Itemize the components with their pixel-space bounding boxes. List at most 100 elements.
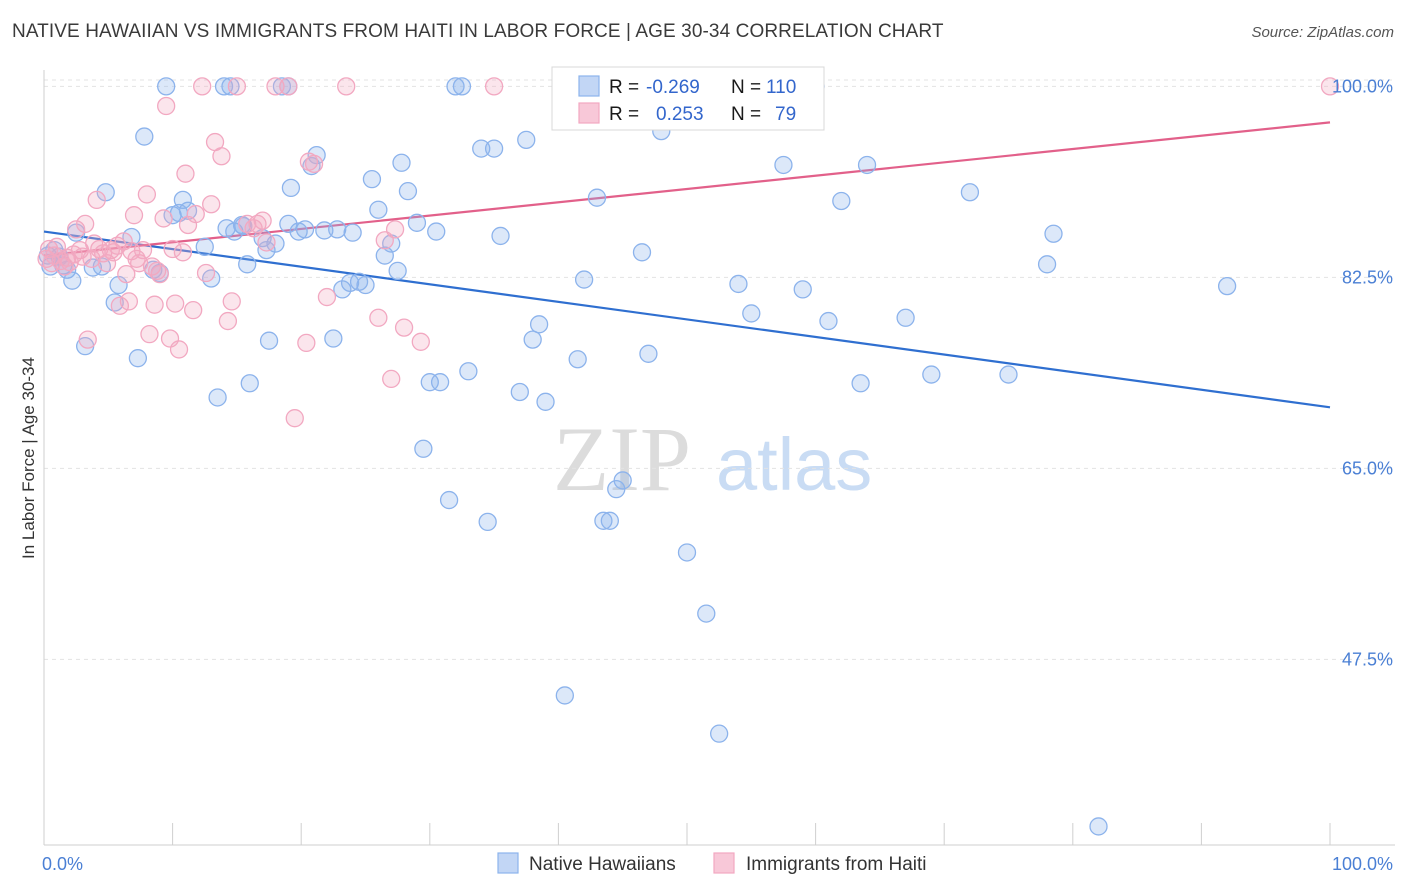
point-series-0-110 — [439, 490, 459, 510]
point-series-0-60 — [392, 153, 411, 172]
point-series-0-36 — [257, 240, 276, 260]
x-tick-labels: 0.0% 100.0% — [42, 854, 1393, 874]
point-series-0-68 — [452, 77, 472, 96]
point-series-1-52 — [202, 195, 221, 214]
point-series-1-36 — [145, 295, 164, 314]
point-series-1-26 — [117, 264, 136, 284]
legend-r-value-2: 0.253 — [656, 104, 704, 125]
point-series-1-69 — [317, 287, 337, 307]
point-series-0-81 — [587, 188, 607, 207]
trend-line-series-1 — [43, 121, 1331, 257]
point-series-1-71 — [369, 308, 388, 327]
point-series-1-38 — [150, 264, 169, 284]
point-series-1-68 — [304, 154, 324, 174]
point-series-0-12 — [105, 293, 124, 312]
point-series-1-77 — [484, 77, 504, 96]
legend-n-label-1: N = — [731, 77, 761, 98]
point-series-0-102 — [896, 308, 915, 327]
y-tick-label-2: 82.5% — [1342, 267, 1393, 287]
point-series-0-27 — [214, 77, 234, 96]
point-series-1-34 — [140, 325, 159, 344]
point-series-0-96 — [793, 280, 812, 299]
point-series-1-44 — [169, 340, 189, 359]
watermark-atlas: atlas — [716, 423, 872, 506]
point-series-0-103 — [922, 365, 941, 384]
point-series-0-86 — [632, 243, 652, 262]
point-series-0-76 — [523, 330, 542, 349]
point-series-0-55 — [362, 170, 382, 189]
data-points — [37, 77, 1340, 836]
source-credit: Source: ZipAtlas.com — [1251, 24, 1394, 41]
bottom-legend-label-native-hawaiians: Native Hawaiians — [529, 854, 676, 875]
legend-r-value-1: -0.269 — [646, 77, 700, 98]
y-tick-label-1: 65.0% — [1342, 458, 1393, 478]
point-series-0-56 — [369, 200, 388, 219]
point-series-0-85 — [613, 471, 632, 490]
point-series-0-90 — [677, 543, 697, 562]
point-series-1-60 — [248, 214, 267, 234]
point-series-0-42 — [281, 178, 301, 198]
bottom-legend-swatch-immigrants-haiti — [713, 852, 735, 874]
point-series-0-92 — [710, 724, 729, 743]
point-series-0-109 — [1217, 276, 1237, 296]
point-series-1-57 — [227, 77, 247, 96]
point-series-1-48 — [184, 300, 203, 320]
legend-swatch-native-hawaiians — [578, 75, 600, 97]
point-series-1-65 — [285, 409, 304, 428]
point-series-1-40 — [157, 96, 176, 116]
point-series-0-104 — [960, 183, 980, 202]
y-tick-label-3: 100.0% — [1332, 76, 1393, 96]
chart-title: NATIVE HAWAIIAN VS IMMIGRANTS FROM HAITI… — [12, 21, 944, 42]
point-series-0-65 — [427, 222, 446, 241]
point-series-0-49 — [328, 220, 347, 239]
axes — [43, 70, 1395, 846]
point-series-0-99 — [832, 191, 851, 211]
point-series-1-64 — [279, 77, 298, 96]
point-series-0-108 — [1089, 817, 1108, 836]
legend-n-value-2: 79 — [775, 104, 796, 125]
point-series-1-13 — [76, 214, 95, 234]
point-series-1-33 — [137, 185, 157, 204]
y-axis-label: In Labor Force | Age 30-34 — [19, 357, 38, 559]
bottom-legend-swatch-native-hawaiians — [497, 852, 519, 874]
legend-swatch-immigrants-haiti — [578, 102, 600, 124]
point-series-0-74 — [510, 382, 529, 402]
point-series-1-78 — [1320, 77, 1340, 96]
point-series-1-25 — [114, 232, 133, 251]
point-series-0-93 — [729, 274, 748, 294]
point-series-0-77 — [529, 315, 549, 334]
gridlines — [44, 79, 1395, 660]
point-series-0-95 — [774, 155, 793, 175]
point-series-1-75 — [394, 318, 414, 337]
point-series-0-34 — [240, 374, 259, 393]
point-series-0-82 — [594, 511, 613, 530]
top-legend: R = -0.269 N = 110 R = 0.253 N = 79 — [551, 66, 825, 131]
point-series-0-75 — [517, 130, 536, 150]
point-series-1-55 — [218, 311, 238, 331]
point-series-0-63 — [414, 439, 433, 458]
point-series-0-6 — [63, 271, 82, 290]
legend-n-value-1: 110 — [766, 77, 796, 98]
point-series-1-43 — [166, 294, 185, 313]
point-series-0-33 — [238, 255, 257, 274]
point-series-0-79 — [555, 686, 574, 705]
x-tick-label-0: 0.0% — [42, 854, 83, 874]
point-series-0-22 — [173, 190, 193, 210]
point-series-0-70 — [472, 139, 491, 158]
point-series-1-49 — [186, 204, 205, 224]
trend-line-series-0 — [43, 230, 1331, 409]
point-series-1-66 — [297, 333, 316, 353]
point-series-1-14 — [78, 330, 97, 349]
legend-n-label-2: N = — [731, 104, 761, 125]
point-series-0-91 — [697, 604, 716, 623]
point-series-0-15 — [128, 349, 148, 368]
point-series-0-64 — [420, 373, 439, 392]
point-series-0-94 — [742, 304, 761, 323]
trend-lines — [43, 121, 1331, 409]
point-series-1-62 — [257, 233, 276, 252]
point-series-1-46 — [176, 164, 195, 183]
point-series-0-16 — [135, 127, 154, 146]
point-series-0-62 — [407, 213, 427, 232]
point-series-1-45 — [173, 243, 193, 262]
